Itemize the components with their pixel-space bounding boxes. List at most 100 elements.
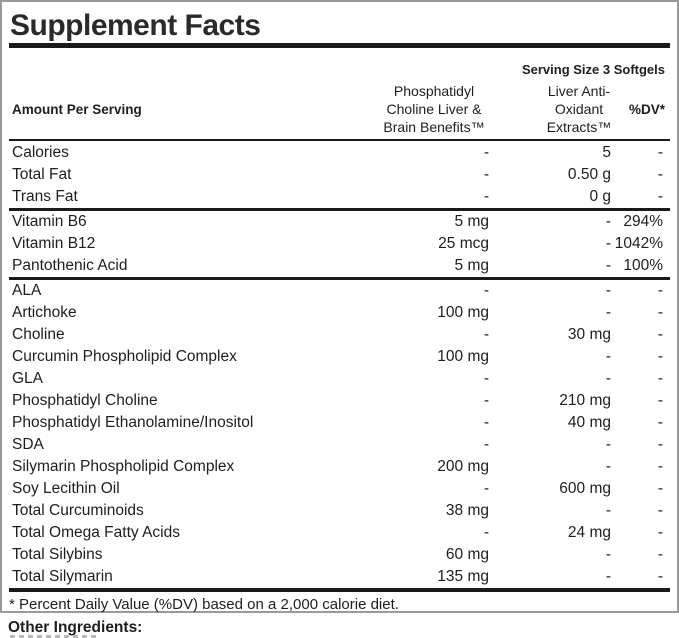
col2-value: 100 mg bbox=[437, 304, 489, 321]
dv-value: - bbox=[657, 436, 663, 453]
col2-value: - bbox=[483, 480, 489, 497]
section-divider-rule bbox=[9, 277, 670, 280]
table-row: Total Curcuminoids 38 mg - - bbox=[2, 500, 677, 522]
col3-value: 24 mg bbox=[567, 524, 611, 541]
dv-value: - bbox=[657, 304, 663, 321]
column-header-choline-blend: Phosphatidyl Choline Liver & Brain Benef… bbox=[359, 82, 509, 136]
row-label: Phosphatidyl Choline bbox=[12, 392, 158, 409]
row-label: Vitamin B12 bbox=[12, 235, 96, 252]
row-label: Total Silymarin bbox=[12, 568, 113, 585]
row-label: Artichoke bbox=[12, 304, 77, 321]
col3-value: 5 bbox=[602, 144, 611, 161]
col3-value: 210 mg bbox=[559, 392, 611, 409]
footnote-divider-rule bbox=[9, 588, 670, 592]
row-label: Total Curcuminoids bbox=[12, 502, 144, 519]
dv-value: - bbox=[657, 502, 663, 519]
table-row: Total Fat - 0.50 g - bbox=[2, 164, 677, 186]
col2-value: - bbox=[483, 524, 489, 541]
col3-value: - bbox=[605, 257, 611, 274]
dv-value: - bbox=[657, 282, 663, 299]
col2-value: - bbox=[483, 282, 489, 299]
col2-value: - bbox=[483, 188, 489, 205]
dv-value: - bbox=[657, 144, 663, 161]
col2-value: - bbox=[483, 166, 489, 183]
column-header-line: Phosphatidyl bbox=[393, 83, 475, 99]
table-row: Calories - 5 - bbox=[2, 142, 677, 164]
col3-value: 0.50 g bbox=[567, 166, 611, 183]
col2-value: - bbox=[483, 436, 489, 453]
row-label: Soy Lecithin Oil bbox=[12, 480, 120, 497]
col3-value: 600 mg bbox=[559, 480, 611, 497]
supplement-facts-panel: Supplement Facts Serving Size 3 Softgels… bbox=[0, 0, 679, 613]
column-header-line: Brain Benefits™ bbox=[383, 119, 485, 135]
dv-value: 294% bbox=[623, 213, 663, 230]
col2-value: - bbox=[483, 370, 489, 387]
dv-value: - bbox=[657, 166, 663, 183]
dv-value: - bbox=[657, 326, 663, 343]
table-row: Artichoke 100 mg - - bbox=[2, 302, 677, 324]
table-row: Total Omega Fatty Acids - 24 mg - bbox=[2, 522, 677, 544]
table-row: Pantothenic Acid 5 mg -100% bbox=[2, 255, 677, 277]
col2-value: 25 mcg bbox=[438, 235, 489, 252]
col3-value: - bbox=[605, 458, 611, 475]
table-row: Trans Fat - 0 g - bbox=[2, 186, 677, 208]
facts-table: Calories - 5 - Total Fat - 0.50 g - Trans Fat - 0 … bbox=[2, 142, 677, 613]
row-label: Total Omega Fatty Acids bbox=[12, 524, 180, 541]
table-row: Curcumin Phospholipid Complex 100 mg - - bbox=[2, 346, 677, 368]
col3-value: - bbox=[605, 546, 611, 563]
row-label: Pantothenic Acid bbox=[12, 257, 128, 274]
col2-value: 200 mg bbox=[437, 458, 489, 475]
col3-value: - bbox=[605, 235, 611, 252]
table-row: Choline - 30 mg - bbox=[2, 324, 677, 346]
col3-value: - bbox=[605, 502, 611, 519]
column-header-line: Liver Anti- bbox=[547, 83, 611, 99]
table-row: SDA - - - bbox=[2, 434, 677, 456]
col3-value: - bbox=[605, 304, 611, 321]
row-label: Total Silybins bbox=[12, 546, 103, 563]
row-label: Trans Fat bbox=[12, 188, 78, 205]
col2-value: 5 mg bbox=[454, 257, 489, 274]
col3-value: - bbox=[605, 213, 611, 230]
col2-value: 38 mg bbox=[445, 502, 489, 519]
table-row: Phosphatidyl Ethanolamine/Inositol - 40 mg… bbox=[2, 412, 677, 434]
header-divider-rule bbox=[9, 139, 670, 141]
column-header-liver-extracts: Liver Anti- Oxidant Extracts™ bbox=[537, 82, 621, 136]
row-label: Calories bbox=[12, 144, 69, 161]
dv-value: - bbox=[657, 546, 663, 563]
dv-value: - bbox=[657, 524, 663, 541]
row-label: Total Fat bbox=[12, 166, 72, 183]
table-row: Soy Lecithin Oil - 600 mg - bbox=[2, 478, 677, 500]
table-row: Silymarin Phospholipid Complex 200 mg - - bbox=[2, 456, 677, 478]
dv-value: 1042% bbox=[614, 235, 663, 252]
dv-value: - bbox=[657, 188, 663, 205]
row-label: Curcumin Phospholipid Complex bbox=[12, 348, 237, 365]
column-header-line: Choline Liver & bbox=[386, 101, 482, 117]
col2-value: 135 mg bbox=[437, 568, 489, 585]
table-group: ALA - - - Artichoke 100 mg - - Choline - 30 mg - Cur… bbox=[2, 280, 677, 588]
dv-value: - bbox=[657, 458, 663, 475]
table-group: Calories - 5 - Total Fat - 0.50 g - Trans Fat - 0 … bbox=[2, 142, 677, 208]
col2-value: 60 mg bbox=[445, 546, 489, 563]
dv-value: - bbox=[657, 392, 663, 409]
col3-value: 40 mg bbox=[567, 414, 611, 431]
dv-value: - bbox=[657, 480, 663, 497]
table-row: Vitamin B12 25 mcg -1042% bbox=[2, 233, 677, 255]
table-row: Total Silybins 60 mg - - bbox=[2, 544, 677, 566]
row-label: Vitamin B6 bbox=[12, 213, 87, 230]
serving-size-text: Serving Size 3 Softgels bbox=[521, 62, 665, 77]
table-row: Total Silymarin 135 mg - - bbox=[2, 566, 677, 588]
clipped-text-remnant bbox=[10, 635, 98, 638]
table-row: Vitamin B6 5 mg -294% bbox=[2, 211, 677, 233]
col2-value: - bbox=[483, 326, 489, 343]
col3-value: 30 mg bbox=[567, 326, 611, 343]
section-divider-rule bbox=[9, 208, 670, 211]
col2-value: - bbox=[483, 414, 489, 431]
amount-per-serving-header: Amount Per Serving bbox=[12, 102, 142, 117]
title-divider-bar bbox=[9, 43, 670, 48]
col3-value: - bbox=[605, 436, 611, 453]
col2-value: - bbox=[483, 392, 489, 409]
row-label: GLA bbox=[12, 370, 44, 387]
column-header-line: Extracts™ bbox=[546, 119, 612, 135]
dv-value: - bbox=[657, 348, 663, 365]
other-ingredients-heading: Other Ingredients: bbox=[8, 619, 143, 636]
